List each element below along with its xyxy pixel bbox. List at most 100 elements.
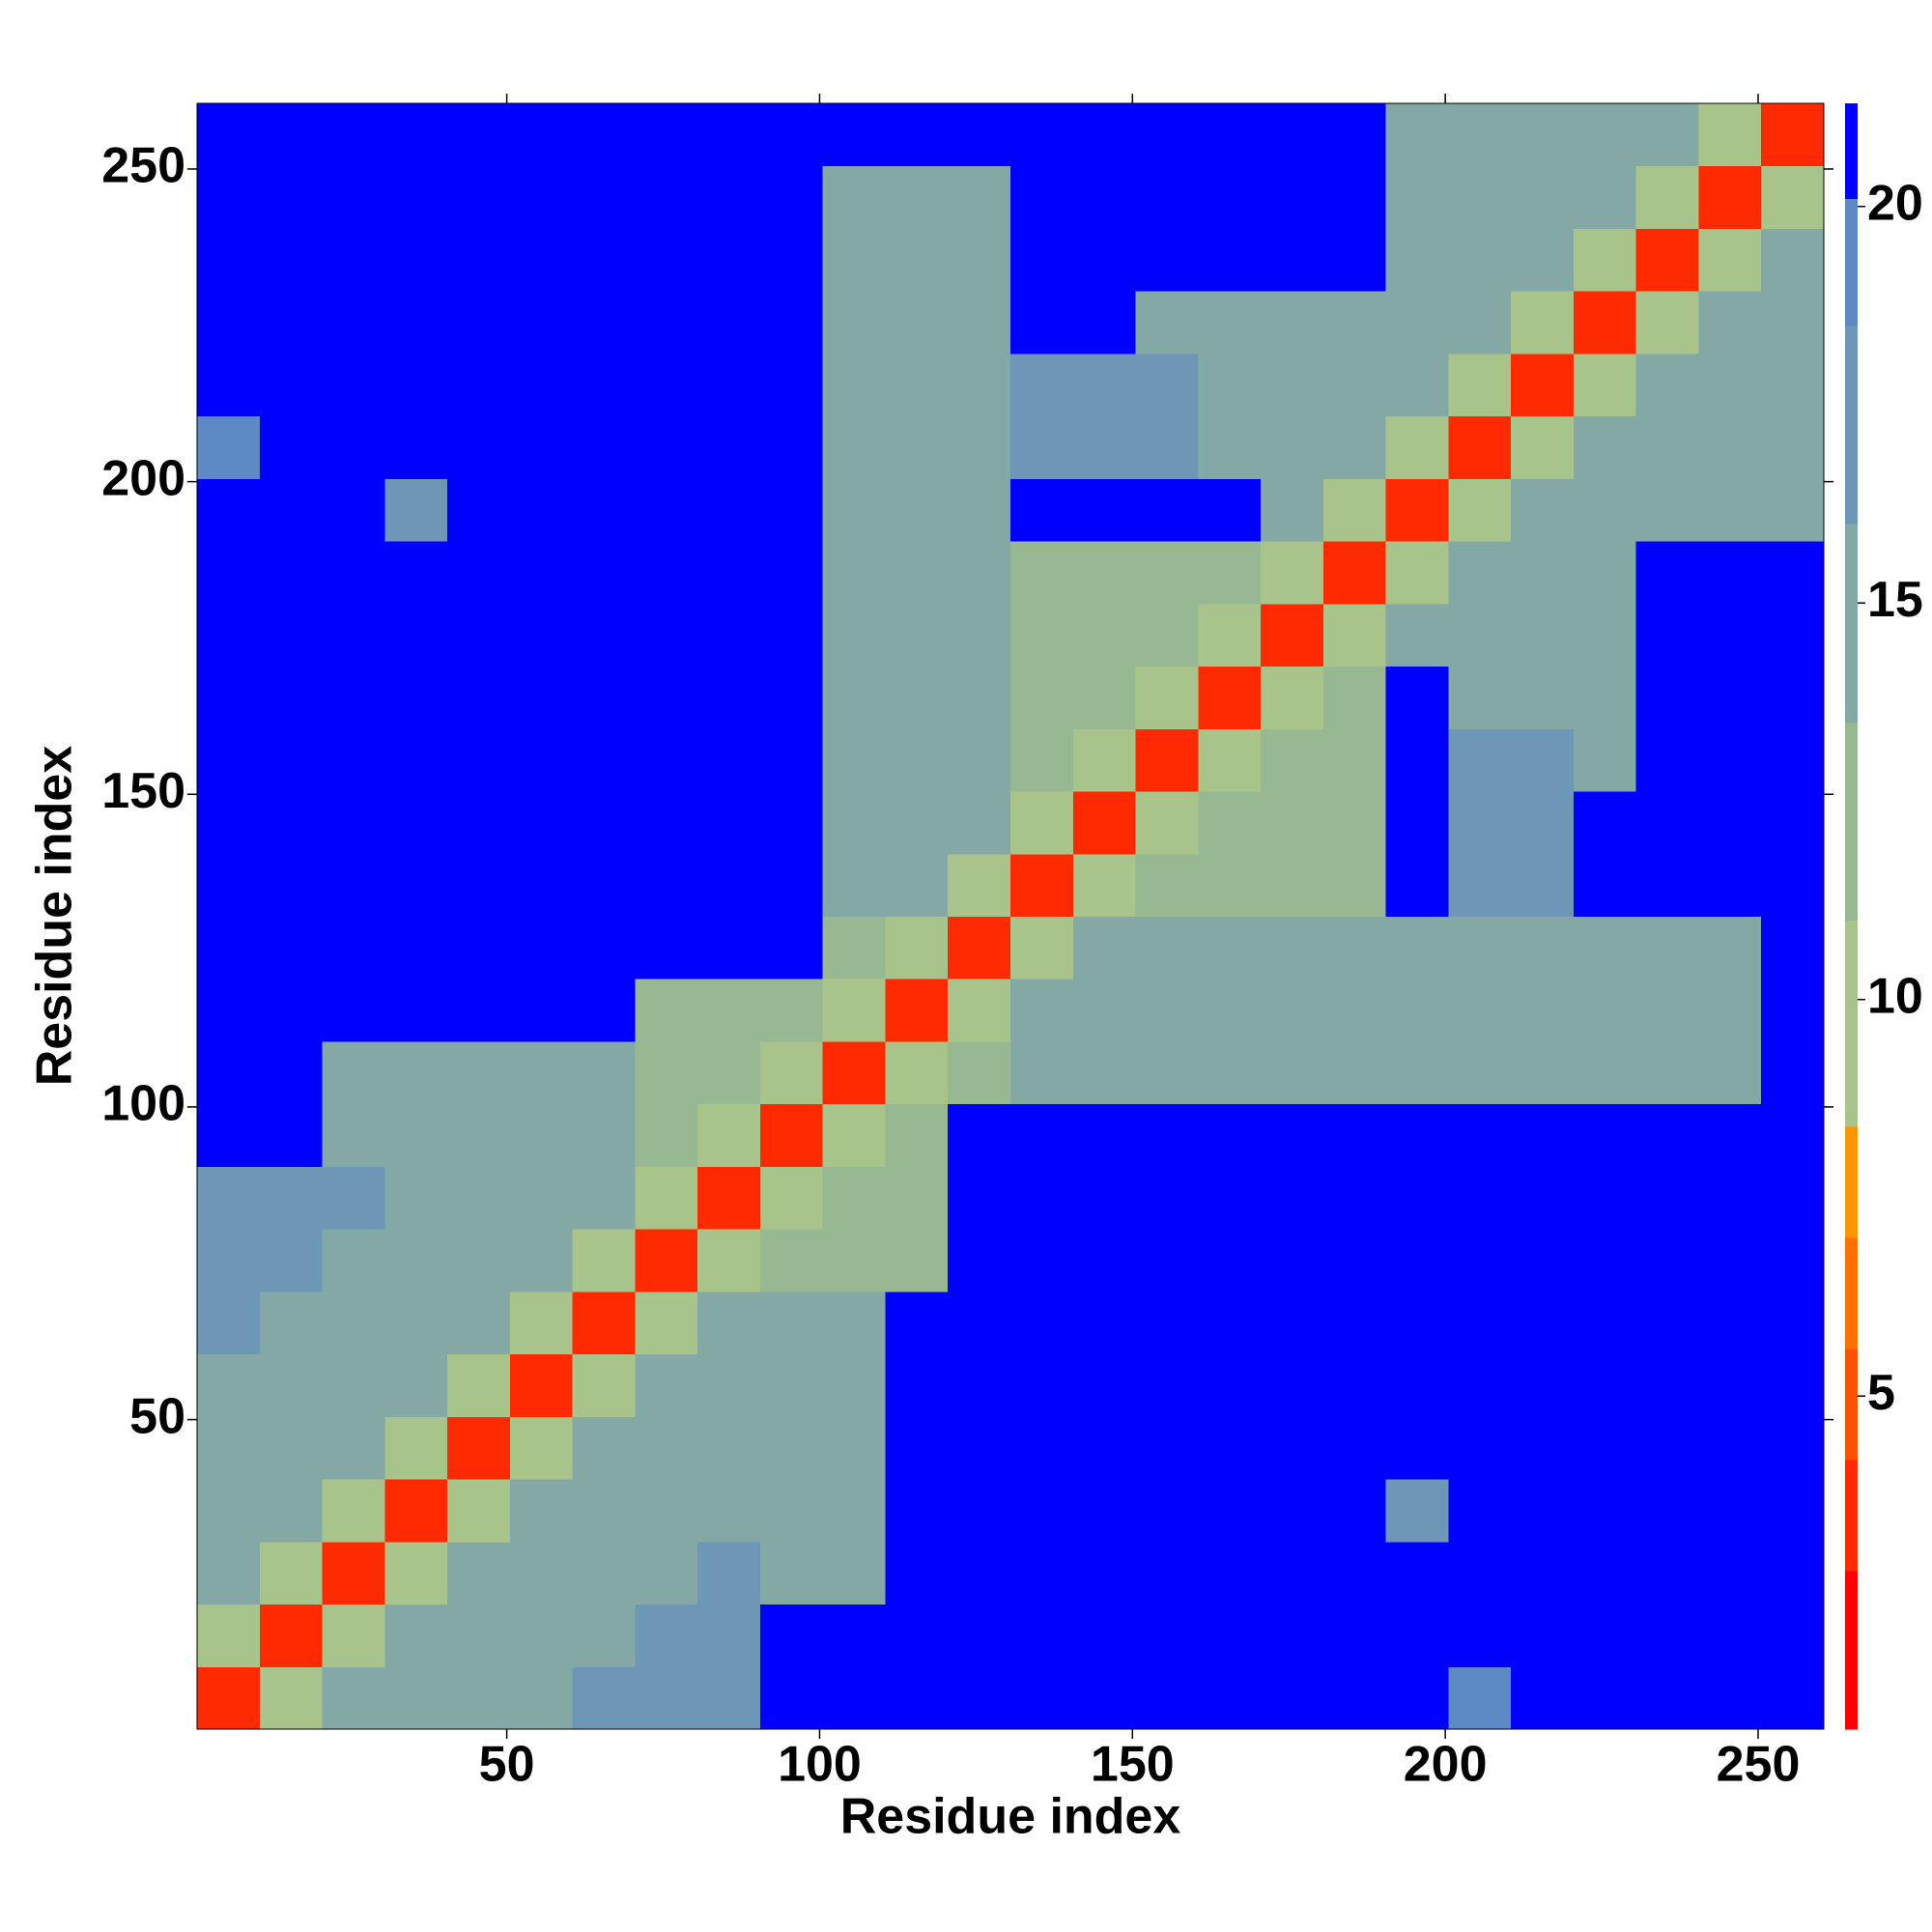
heatmap-cell (1198, 1479, 1262, 1543)
heatmap-cell (1261, 916, 1324, 980)
heatmap-cell (635, 853, 698, 917)
heatmap-cell (1698, 1353, 1762, 1417)
heatmap-cell (1573, 666, 1637, 729)
heatmap-cell (1448, 1479, 1512, 1543)
heatmap-cell (322, 916, 385, 980)
heatmap-cell (1698, 541, 1762, 605)
heatmap-cell (1261, 353, 1324, 417)
heatmap-cell (1322, 1353, 1387, 1417)
heatmap-cell (197, 541, 261, 605)
colorbar-band (1845, 1459, 1858, 1572)
heatmap-cell (1135, 1416, 1199, 1480)
heatmap-cell (822, 165, 886, 229)
heatmap-cell (259, 979, 324, 1042)
heatmap-cell (384, 916, 448, 980)
colorbar-band (1845, 1236, 1858, 1350)
x-tick-label: 100 (778, 1737, 862, 1793)
heatmap-cell (384, 103, 448, 167)
heatmap-cell (384, 1541, 448, 1605)
heatmap-cell (1511, 1666, 1575, 1730)
heatmap-cell (1072, 666, 1137, 729)
heatmap-cell (1322, 1040, 1387, 1105)
heatmap-cell (1135, 791, 1199, 855)
heatmap-cell (1010, 291, 1074, 355)
heatmap-cell (1198, 1166, 1262, 1230)
heatmap-cell (635, 415, 698, 479)
heatmap-cell (1448, 103, 1512, 167)
heatmap-cell (384, 1604, 448, 1667)
heatmap-cell (697, 415, 761, 479)
heatmap-cell (635, 103, 698, 167)
colorbar-band (1845, 198, 1858, 327)
heatmap-cell (1135, 728, 1199, 792)
heatmap-cell (1635, 1103, 1699, 1167)
heatmap-cell (1761, 1103, 1825, 1167)
heatmap-cell (197, 415, 261, 479)
heatmap-cell (259, 1416, 324, 1480)
heatmap-cell (447, 1103, 511, 1167)
heatmap-cell (1135, 1291, 1199, 1355)
heatmap-cell (1448, 1040, 1512, 1105)
colorbar-band (1845, 1126, 1858, 1238)
heatmap-cell (885, 1291, 949, 1355)
heatmap-cell (1010, 103, 1074, 167)
heatmap-cell (572, 1353, 636, 1417)
heatmap-cell (635, 603, 698, 668)
heatmap-cell (509, 165, 574, 229)
heatmap-cell (1635, 728, 1699, 792)
heatmap-cell (1010, 979, 1074, 1042)
heatmap-cell (822, 1541, 886, 1605)
heatmap-cell (259, 1604, 324, 1667)
heatmap-cell (1135, 853, 1199, 917)
heatmap-cell (1761, 603, 1825, 668)
heatmap-cell (1698, 291, 1762, 355)
heatmap-cell (1448, 603, 1512, 668)
heatmap-cell (822, 478, 886, 542)
heatmap-cell (948, 979, 1011, 1042)
heatmap-cell (259, 1103, 324, 1167)
heatmap-cell (1261, 103, 1324, 167)
heatmap-cell (1573, 478, 1637, 542)
heatmap-cell (572, 165, 636, 229)
heatmap-cell (384, 228, 448, 292)
heatmap-cell (509, 353, 574, 417)
heatmap-cell (1385, 1604, 1449, 1667)
heatmap-cell (384, 1103, 448, 1167)
heatmap-cell (197, 1166, 261, 1230)
heatmap-cell (1198, 165, 1262, 229)
heatmap-cell (1511, 1416, 1575, 1480)
heatmap-cell (759, 165, 824, 229)
heatmap-cell (197, 791, 261, 855)
heatmap-cell (1010, 478, 1074, 542)
heatmap-cell (1322, 666, 1387, 729)
heatmap-cell (885, 853, 949, 917)
heatmap-cell (635, 291, 698, 355)
heatmap-cell (572, 1666, 636, 1730)
plot-frame (196, 102, 1825, 1730)
colorbar-band (1845, 103, 1858, 200)
heatmap-cell (822, 979, 886, 1042)
heatmap-cell (1385, 165, 1449, 229)
heatmap-cell (635, 979, 698, 1042)
heatmap-cell (1072, 478, 1137, 542)
heatmap-cell (885, 541, 949, 605)
heatmap-cell (1385, 353, 1449, 417)
heatmap-cell (885, 1666, 949, 1730)
heatmap-cell (572, 103, 636, 167)
heatmap-cell (635, 1604, 698, 1667)
heatmap-cell (322, 1604, 385, 1667)
heatmap-cell (259, 666, 324, 729)
colorbar-band (1845, 920, 1858, 1127)
heatmap-cell (885, 1103, 949, 1167)
heatmap-cell (1635, 1479, 1699, 1543)
heatmap-cell (1135, 415, 1199, 479)
heatmap-cell (1448, 791, 1512, 855)
heatmap-cell (885, 1166, 949, 1230)
heatmap-cell (1635, 353, 1699, 417)
heatmap-cell (447, 1541, 511, 1605)
heatmap-cell (948, 728, 1011, 792)
heatmap-cell (322, 728, 385, 792)
colorbar-band (1845, 1570, 1858, 1730)
heatmap-cell (1635, 1229, 1699, 1293)
heatmap-cell (1448, 853, 1512, 917)
